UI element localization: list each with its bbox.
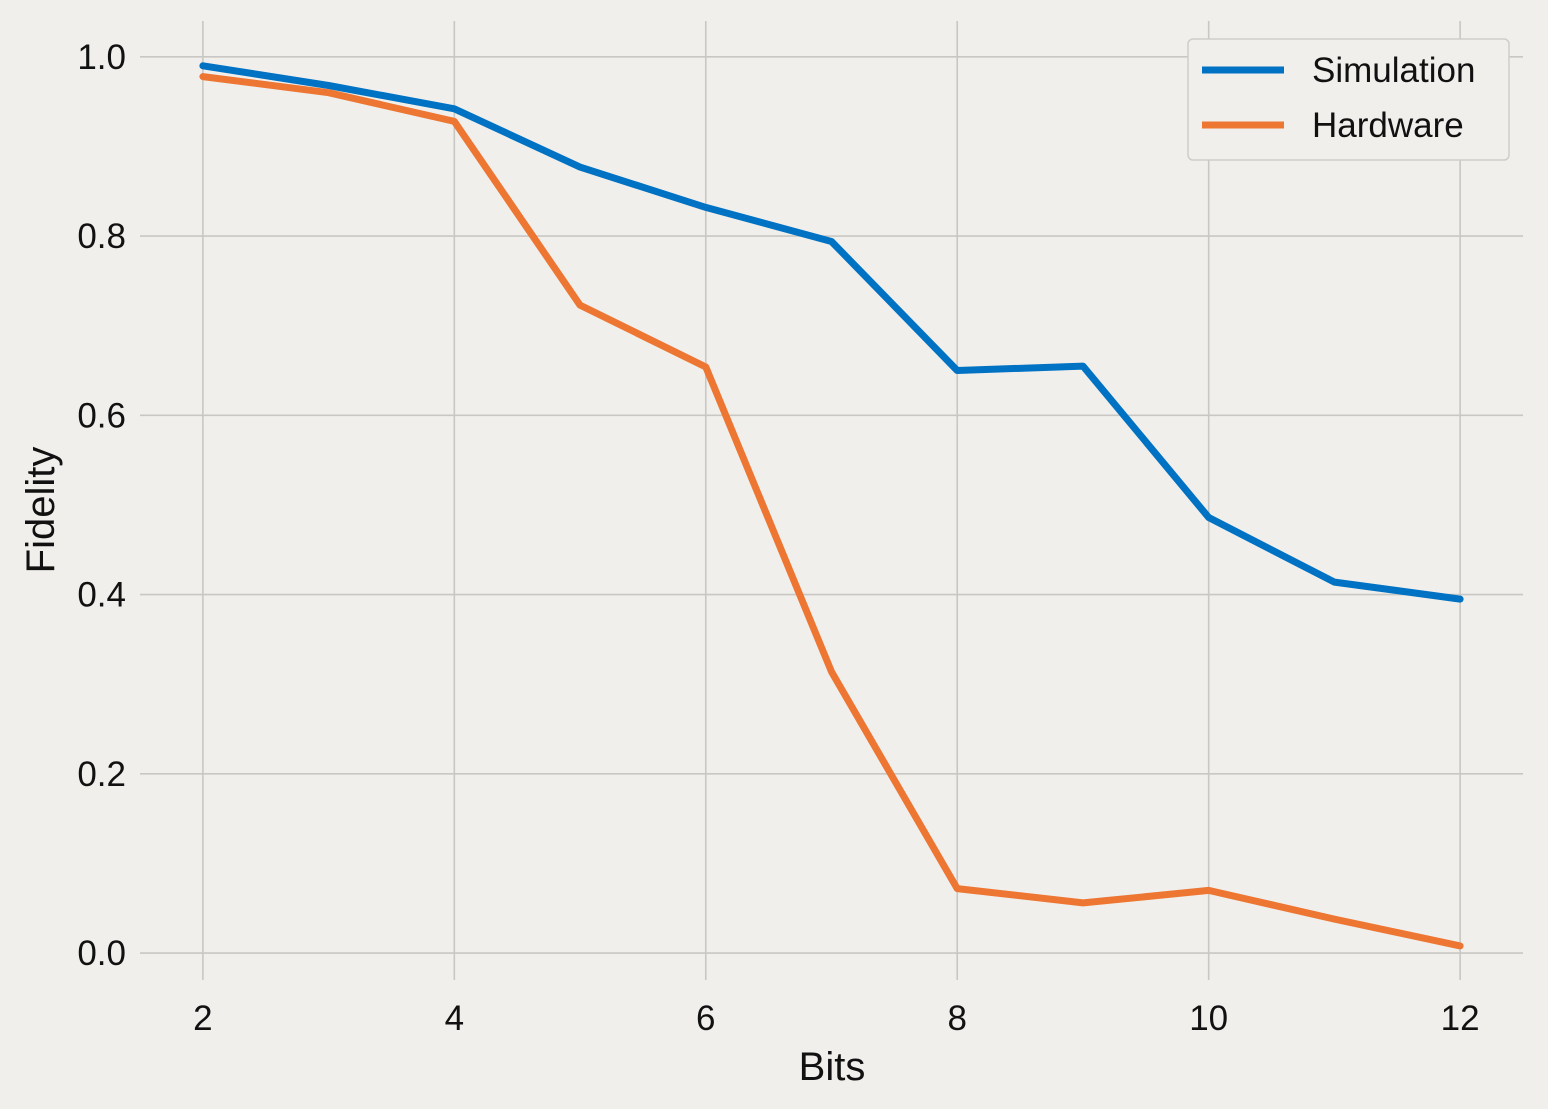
- legend-label-hardware: Hardware: [1312, 106, 1464, 145]
- x-tick-label: 2: [193, 999, 212, 1038]
- x-tick-label: 4: [445, 999, 464, 1038]
- y-tick-label: 0.0: [77, 934, 126, 973]
- series-lines: [199, 62, 1464, 950]
- y-tick-label: 1.0: [77, 38, 126, 77]
- y-tick-label: 0.8: [77, 217, 126, 256]
- x-tick-label: 8: [947, 999, 966, 1038]
- y-axis-label: Fidelity: [19, 447, 63, 574]
- x-tick-label: 6: [696, 999, 715, 1038]
- legend: Simulation Hardware: [1187, 38, 1510, 161]
- tick-labels: 2 4 6 8 10 12 0.0 0.2 0.4 0.6 0.8 1.0: [77, 38, 1479, 1038]
- x-tick-label: 12: [1441, 999, 1480, 1038]
- y-tick-label: 0.6: [77, 396, 126, 435]
- y-tick-label: 0.2: [77, 755, 126, 794]
- legend-label-simulation: Simulation: [1312, 51, 1475, 90]
- y-tick-label: 0.4: [77, 576, 126, 615]
- x-axis-label: Bits: [799, 1045, 866, 1089]
- x-tick-label: 10: [1189, 999, 1228, 1038]
- grid: [140, 21, 1523, 980]
